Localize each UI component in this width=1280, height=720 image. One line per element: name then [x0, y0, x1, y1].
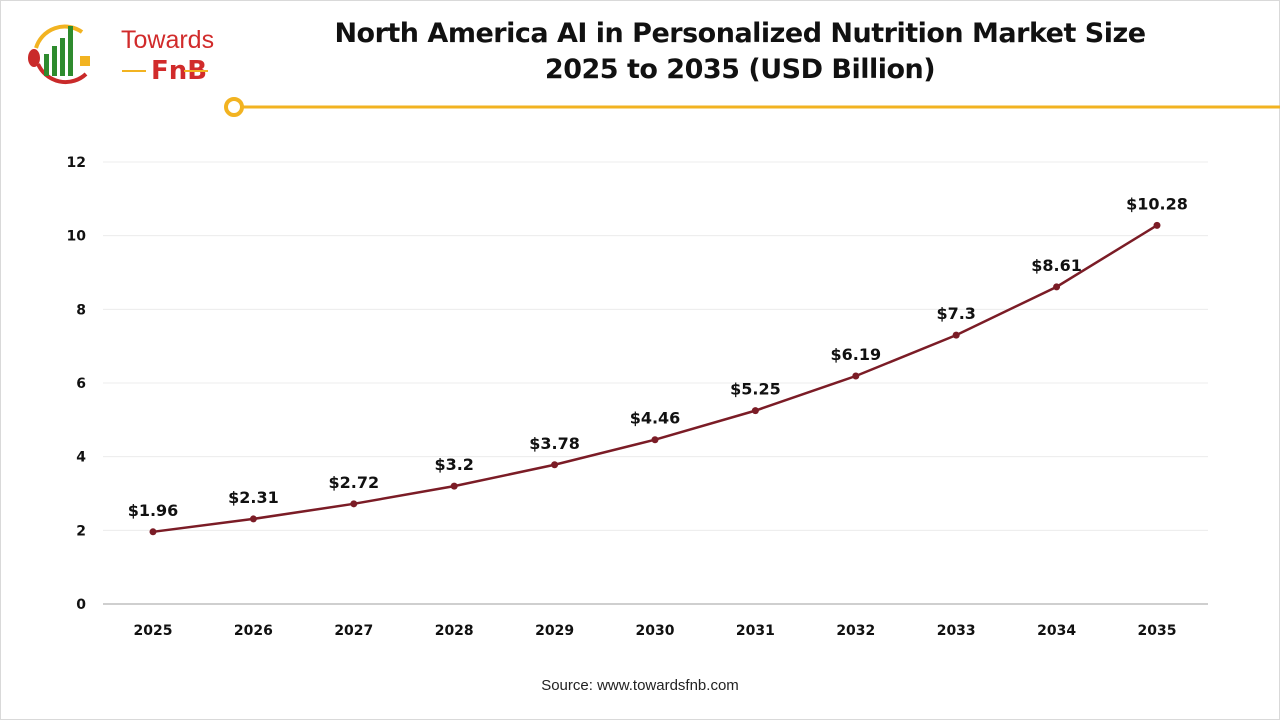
- data-label: $2.31: [228, 488, 279, 507]
- data-point: [149, 528, 157, 536]
- logo-rule-right: [184, 70, 208, 72]
- x-tick-label: 2025: [134, 623, 173, 639]
- logo-icon: [28, 24, 90, 85]
- data-point: [350, 500, 358, 508]
- y-tick-label: 10: [67, 229, 87, 245]
- y-tick-label: 2: [76, 523, 86, 539]
- x-tick-label: 2033: [937, 623, 976, 639]
- data-point: [952, 331, 960, 339]
- data-point: [1153, 221, 1161, 229]
- data-point: [551, 461, 559, 469]
- source-note: Source: www.towardsfnb.com: [541, 677, 739, 694]
- data-label: $7.3: [936, 304, 975, 323]
- y-tick-label: 6: [76, 376, 86, 392]
- x-tick-label: 2026: [234, 623, 273, 639]
- data-label: $2.72: [328, 473, 379, 492]
- y-tick-label: 8: [76, 302, 86, 318]
- data-label: $4.46: [630, 409, 681, 428]
- data-point: [651, 436, 659, 444]
- data-label: $5.25: [730, 380, 781, 399]
- x-tick-label: 2032: [836, 623, 875, 639]
- y-tick-label: 12: [67, 155, 86, 171]
- data-label: $3.2: [434, 455, 473, 474]
- x-tick-label: 2028: [435, 623, 474, 639]
- data-point: [249, 515, 257, 523]
- title-accent-dot: [224, 97, 244, 117]
- logo-rule-left: [122, 70, 146, 72]
- x-tick-label: 2031: [736, 623, 775, 639]
- chart-subtitle: 2025 to 2035 (USD Billion): [544, 54, 936, 85]
- logo-text-towards: Towards: [121, 26, 215, 54]
- data-label: $1.96: [128, 501, 179, 520]
- data-label: $6.19: [830, 345, 881, 364]
- data-label: $8.61: [1031, 256, 1082, 275]
- x-tick-label: 2027: [334, 623, 373, 639]
- chart-title-block: North America AI in Personalized Nutriti…: [300, 16, 1180, 88]
- chart-title: North America AI in Personalized Nutriti…: [334, 18, 1146, 49]
- towards-fnb-logo: Towards FnB: [24, 18, 214, 88]
- data-point: [450, 482, 458, 490]
- data-label: $10.28: [1126, 194, 1188, 213]
- data-point: [751, 407, 759, 415]
- x-tick-label: 2030: [636, 623, 675, 639]
- data-point: [852, 372, 860, 380]
- data-label: $3.78: [529, 434, 580, 453]
- series-line: [152, 224, 1158, 534]
- y-tick-label: 4: [76, 450, 86, 466]
- x-tick-label: 2034: [1037, 623, 1076, 639]
- x-tick-label: 2029: [535, 623, 574, 639]
- y-tick-label: 0: [76, 597, 86, 613]
- x-tick-label: 2035: [1138, 623, 1177, 639]
- data-point: [1053, 283, 1061, 291]
